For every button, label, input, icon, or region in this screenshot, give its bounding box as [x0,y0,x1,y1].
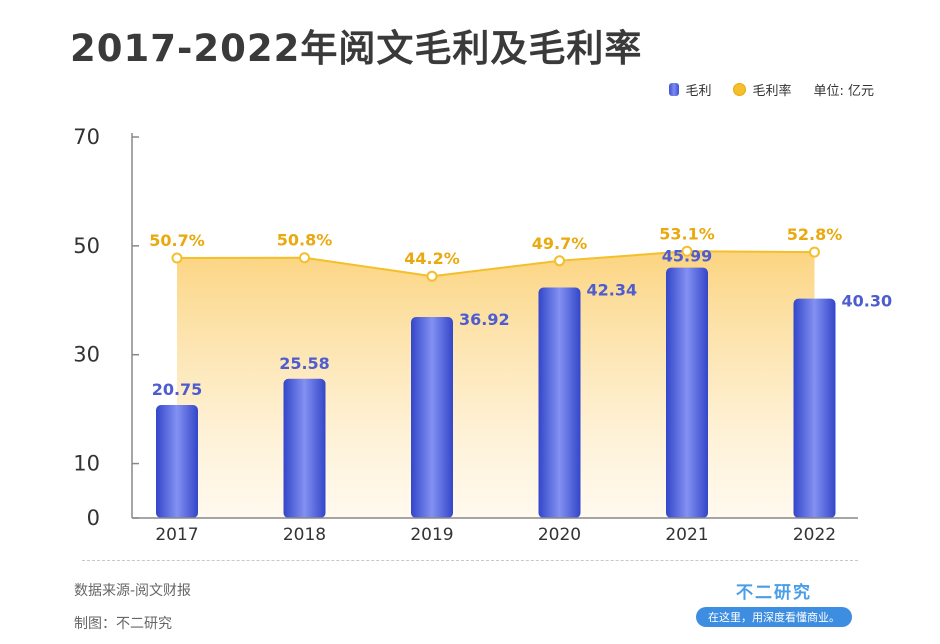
brand-logo: 不二研究 在这里，用深度看懂商业。 [688,578,860,627]
y-tick-label: 10 [73,452,100,476]
bar-2019 [411,317,453,518]
rate-point [426,270,438,282]
x-tick-label: 2018 [283,525,326,545]
x-tick-label: 2021 [665,525,708,545]
bar-value-label: 36.92 [459,310,510,329]
rate-value-label: 53.1% [659,224,715,243]
rate-value-label: 49.7% [532,234,588,253]
bar-value-label: 20.75 [152,380,203,399]
x-tick-label: 2020 [538,525,581,545]
rate-value-label: 50.7% [149,231,205,250]
bar-value-label: 25.58 [279,354,330,373]
x-tick-label: 2022 [793,525,836,545]
bar-value-label: 42.34 [587,281,638,300]
rate-value-label: 44.2% [404,249,460,268]
y-tick-label: 30 [73,343,100,367]
bar-2017 [156,405,198,518]
rate-point [554,255,565,267]
rate-line [176,250,815,278]
bar-2021 [666,267,708,518]
rate-point [809,246,820,258]
rate-area [177,251,815,518]
unit-label: 单位: 亿元 [813,84,874,99]
rate-point [171,252,183,264]
chart-title: 2017-2022年阅文毛利及毛利率 [70,27,643,70]
rate-point [299,252,310,264]
rate-value-label: 50.8% [277,231,333,250]
rate-value-label: 52.8% [787,225,843,244]
x-tick-label: 2019 [410,525,453,545]
brand-tagline: 在这里，用深度看懂商业。 [696,607,852,627]
legend: 毛利 毛利率 单位: 亿元 [669,80,874,99]
legend-bar-swatch [669,83,680,96]
rate-point [681,245,693,257]
data-source: 数据来源-阅文财报 [74,583,192,599]
brand-name: 不二研究 [736,583,812,603]
bar-2020 [538,287,581,518]
x-tick-label: 2017 [155,525,198,545]
bar-value-label: 40.30 [842,292,893,311]
y-tick-label: 70 [73,125,100,149]
legend-line-label: 毛利率 [752,84,792,99]
y-tick-label: 0 [87,506,100,530]
legend-bar-label: 毛利 [685,84,712,99]
footer-divider [82,560,858,561]
chart-maker: 制图：不二研究 [74,616,172,632]
legend-line-swatch [733,83,747,96]
y-tick-label: 50 [73,234,100,258]
bar-2022 [793,298,836,518]
bar-2018 [283,378,326,518]
